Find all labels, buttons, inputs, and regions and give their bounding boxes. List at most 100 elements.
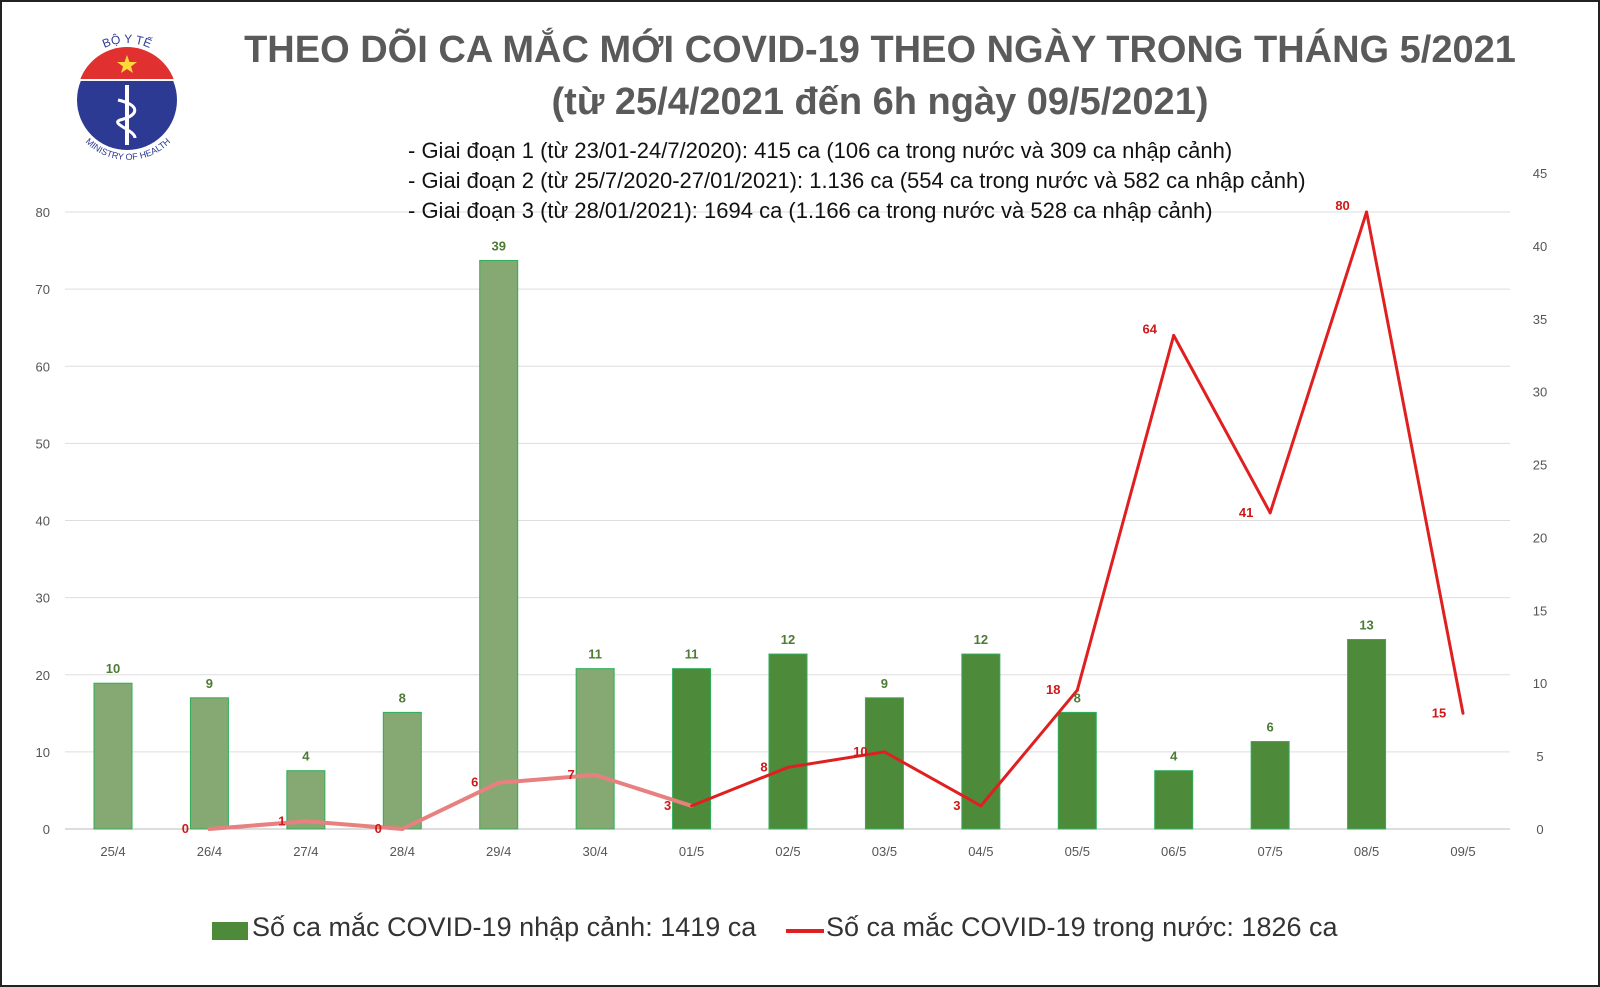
chart-title: THEO DÕI CA MẮC MỚI COVID-19 THEO NGÀY T…: [230, 24, 1530, 128]
title-line-1: THEO DÕI CA MẮC MỚI COVID-19 THEO NGÀY T…: [244, 29, 1516, 71]
bar: [286, 770, 326, 830]
bar-value-label: 4: [1170, 749, 1178, 764]
left-tick-label: 50: [36, 436, 50, 451]
bar-value-label: 4: [302, 749, 310, 764]
right-tick-label: 40: [1533, 239, 1547, 254]
line-value-label: 64: [1142, 321, 1157, 336]
note-phase-3: - Giai đoạn 3 (từ 28/01/2021): 1694 ca (…: [408, 198, 1213, 223]
right-tick-label: 15: [1533, 603, 1547, 618]
bar: [1057, 711, 1097, 830]
line-value-label: 3: [953, 798, 960, 813]
bar: [93, 682, 133, 830]
line-segment: [1172, 333, 1272, 515]
line-segment: [690, 765, 790, 808]
left-tick-label: 40: [36, 514, 50, 529]
bar: [189, 697, 229, 830]
right-tick-label: 0: [1536, 822, 1543, 837]
x-tick-label: 07/5: [1257, 844, 1282, 859]
x-tick-label: 26/4: [197, 844, 222, 859]
left-tick-label: 0: [43, 822, 50, 837]
x-tick-label: 08/5: [1354, 844, 1379, 859]
line-segment: [786, 750, 886, 769]
ministry-of-health-logo: BỘ Y TẾ MINISTRY OF HEALTH: [77, 31, 177, 162]
bar: [1347, 638, 1387, 830]
left-tick-label: 80: [36, 205, 50, 220]
line-segment: [496, 773, 598, 785]
x-tick-label: 01/5: [679, 844, 704, 859]
line-value-label: 15: [1432, 705, 1446, 720]
bar-value-label: 13: [1359, 617, 1373, 632]
line-value-label: 10: [853, 744, 867, 759]
bar: [479, 259, 519, 830]
line-value-label: 7: [568, 767, 575, 782]
line-value-label: 0: [375, 821, 382, 836]
x-tick-label: 03/5: [872, 844, 897, 859]
left-tick-label: 30: [36, 591, 50, 606]
title-line-2: (từ 25/4/2021 đến 6h ngày 09/5/2021): [551, 81, 1209, 123]
x-tick-label: 06/5: [1161, 844, 1186, 859]
bar-value-label: 12: [781, 632, 795, 647]
note-phase-1: - Giai đoạn 1 (từ 23/01-24/7/2020): 415 …: [408, 138, 1233, 163]
bar-value-label: 11: [685, 647, 699, 662]
legend-bar-swatch: [212, 922, 248, 940]
line-segment: [303, 819, 405, 831]
legend-line-label: Số ca mắc COVID-19 trong nước: 1826 ca: [826, 912, 1338, 942]
left-tick-label: 20: [36, 668, 50, 683]
right-tick-label: 5: [1536, 749, 1543, 764]
line-value-label: 8: [760, 759, 767, 774]
x-tick-label: 29/4: [486, 844, 511, 859]
x-tick-label: 25/4: [100, 844, 125, 859]
line-segment: [1365, 210, 1465, 715]
line-segment: [882, 750, 983, 808]
bar: [382, 711, 422, 830]
legend-bars-label: Số ca mắc COVID-19 nhập cảnh: 1419 ca: [252, 912, 757, 942]
bar-value-label: 39: [491, 238, 505, 253]
left-tick-label: 60: [36, 359, 50, 374]
line-segment: [979, 688, 1079, 808]
bar-value-label: 8: [1074, 690, 1081, 705]
x-tick-label: 02/5: [775, 844, 800, 859]
left-tick-label: 70: [36, 282, 50, 297]
bar: [1250, 741, 1290, 830]
bar: [575, 668, 615, 830]
bar-value-label: 6: [1267, 720, 1274, 735]
line-value-label: 41: [1239, 505, 1253, 520]
bar-value-label: 9: [881, 676, 888, 691]
bar-value-label: 12: [974, 632, 988, 647]
line-value-label: 80: [1335, 198, 1349, 213]
bar: [768, 653, 808, 830]
bar: [864, 697, 904, 830]
note-phase-2: - Giai đoạn 2 (từ 25/7/2020-27/01/2021):…: [408, 168, 1306, 193]
line-value-label: 0: [182, 821, 189, 836]
x-tick-label: 30/4: [582, 844, 607, 859]
right-tick-label: 25: [1533, 458, 1547, 473]
right-tick-label: 20: [1533, 530, 1547, 545]
x-tick-label: 05/5: [1065, 844, 1090, 859]
bar-value-label: 10: [106, 661, 120, 676]
bar-value-label: 8: [399, 690, 406, 705]
right-tick-label: 35: [1533, 312, 1547, 327]
bar: [961, 653, 1001, 830]
line-segment: [593, 773, 694, 808]
bar: [1154, 770, 1194, 830]
line-segment: [207, 819, 308, 831]
bar-value-label: 9: [206, 676, 213, 691]
x-tick-label: 27/4: [293, 844, 318, 859]
phase-notes: - Giai đoạn 1 (từ 23/01-24/7/2020): 415 …: [408, 136, 1306, 226]
logo-top-text: BỘ Y TẾ: [100, 31, 154, 50]
bar-value-label: 11: [588, 647, 602, 662]
line-value-label: 1: [278, 813, 285, 828]
right-tick-label: 30: [1533, 385, 1547, 400]
line-segment: [1075, 333, 1176, 692]
left-tick-label: 10: [36, 745, 50, 760]
line-value-label: 3: [664, 798, 671, 813]
x-tick-label: 04/5: [968, 844, 993, 859]
line-segment: [1268, 210, 1369, 515]
right-tick-label: 45: [1533, 166, 1547, 181]
line-value-label: 18: [1046, 682, 1060, 697]
right-tick-label: 10: [1533, 676, 1547, 691]
line-value-label: 6: [471, 775, 478, 790]
line-segment: [400, 780, 501, 831]
